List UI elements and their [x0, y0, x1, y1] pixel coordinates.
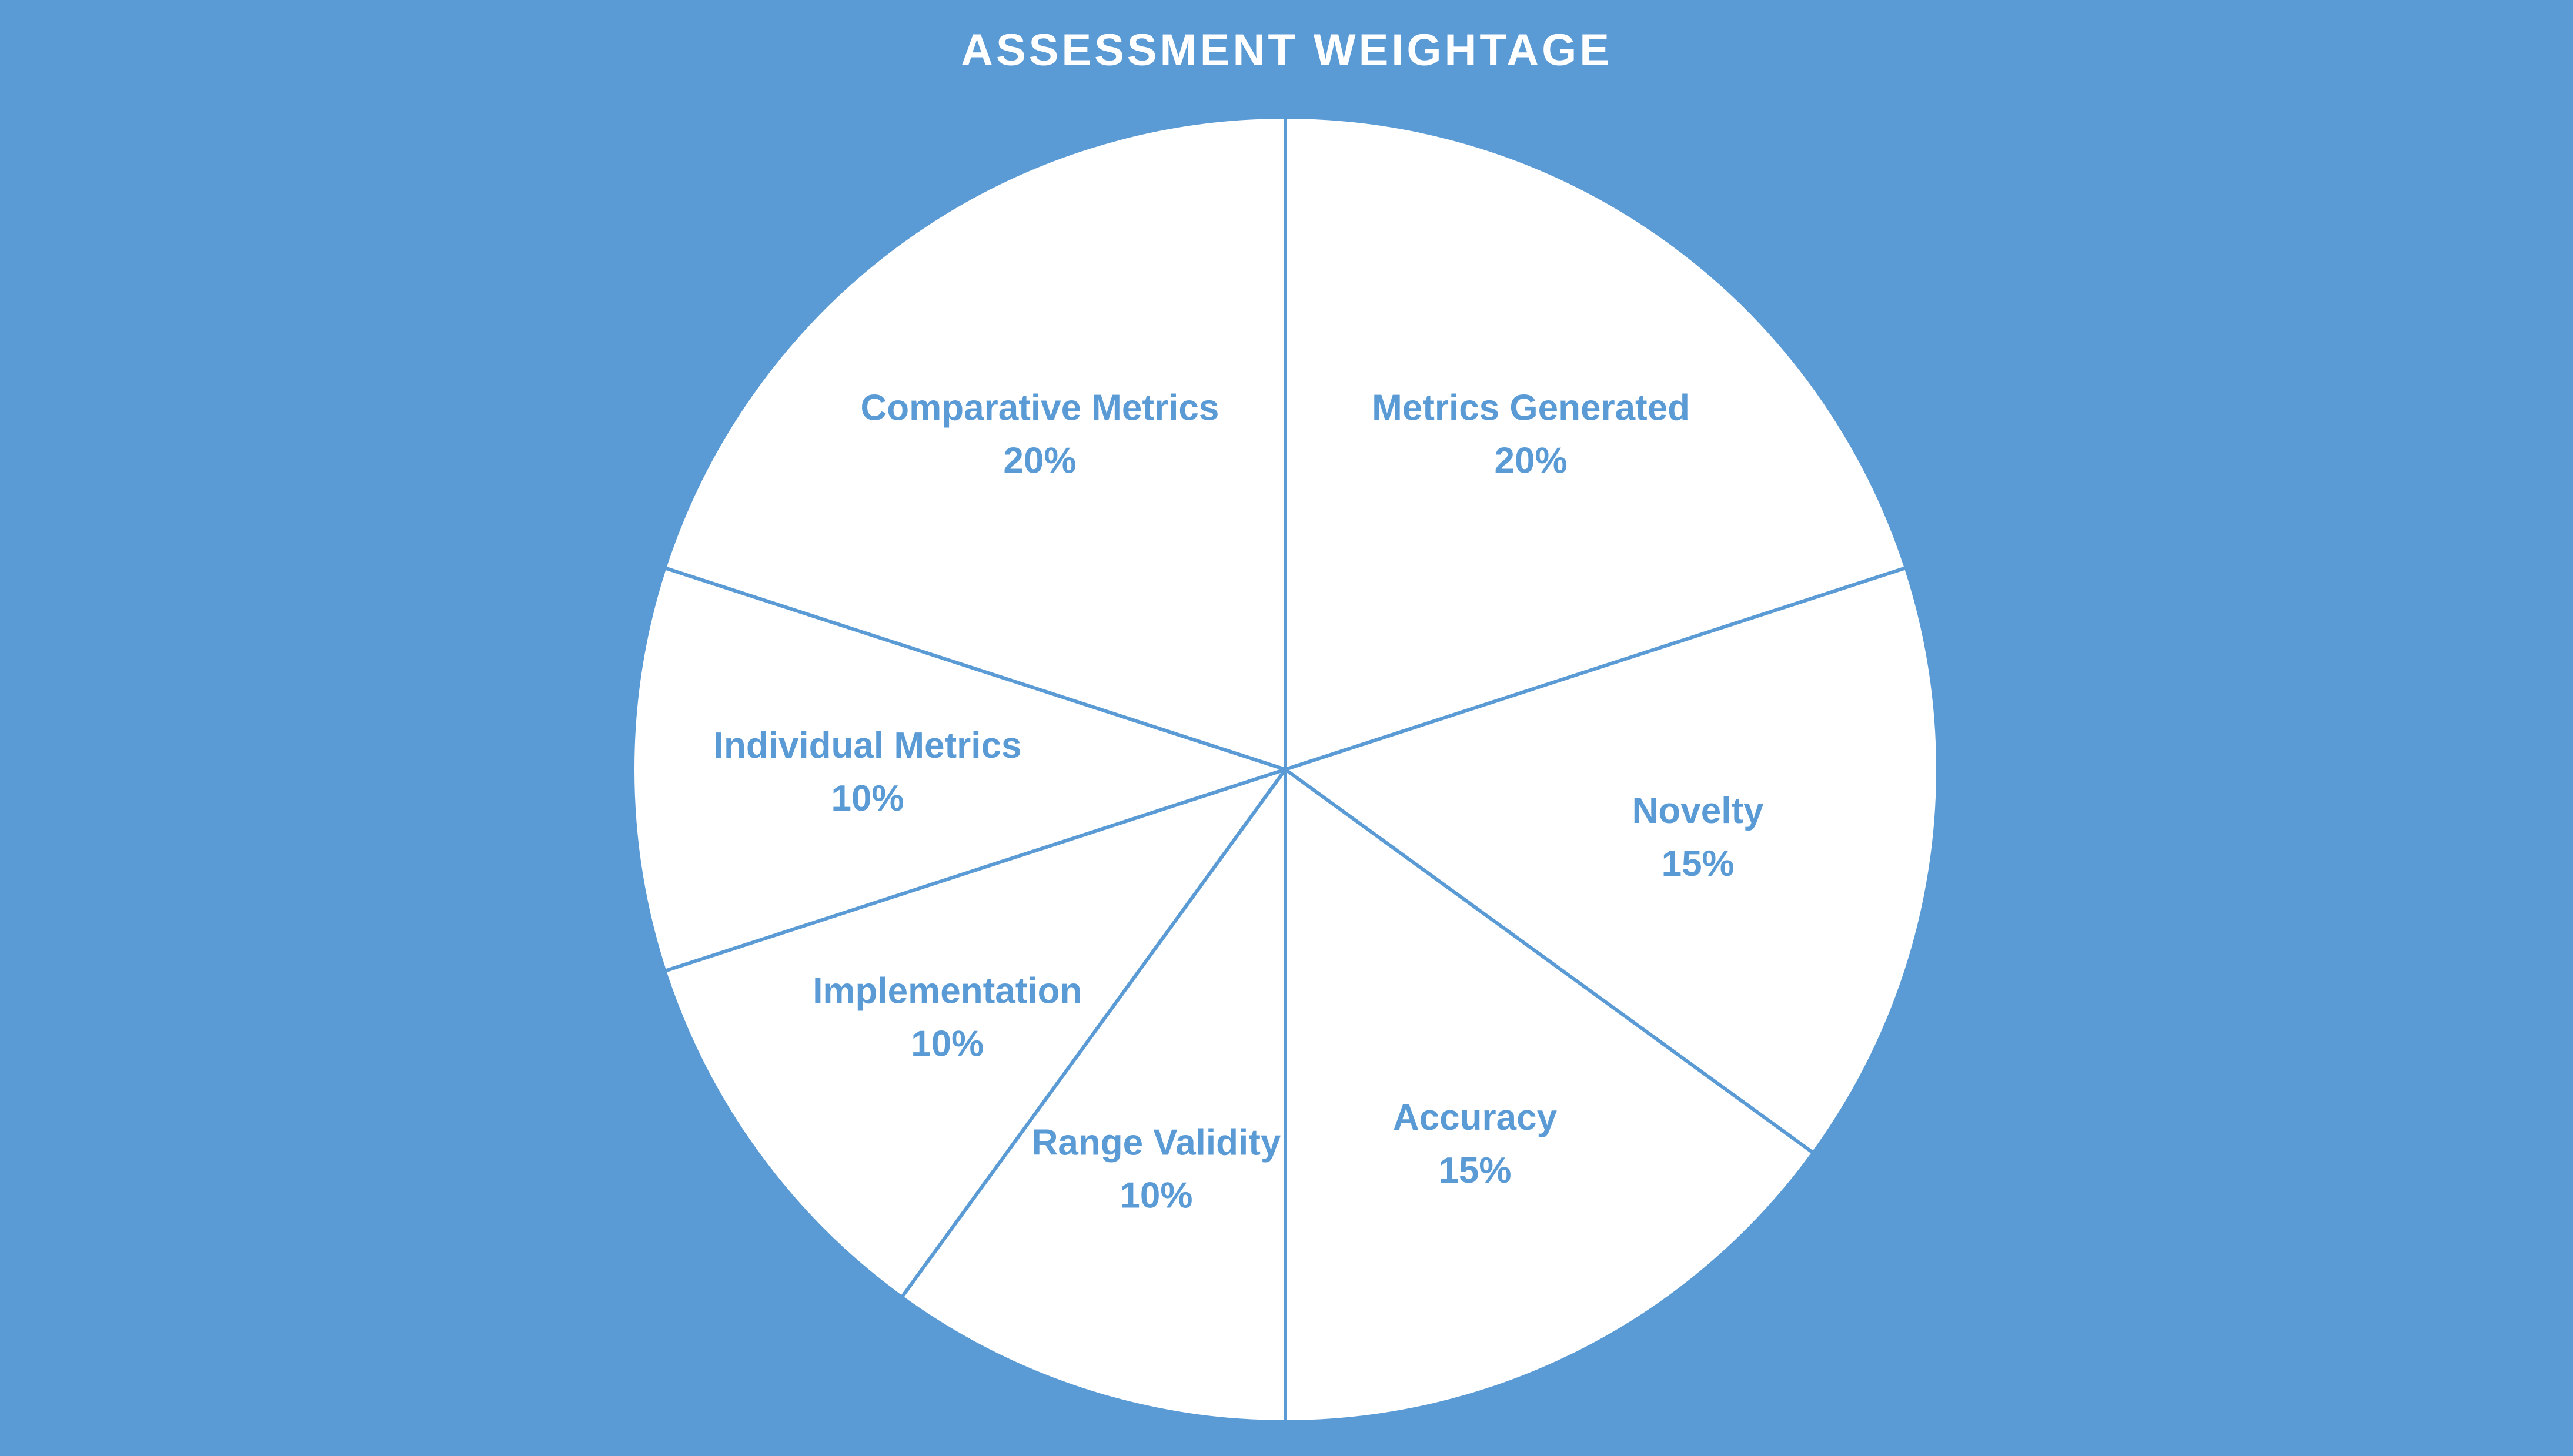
pie-slice-metrics-generated — [1284, 115, 1908, 771]
slice-value-label: 10% — [911, 1024, 984, 1065]
slice-label: Comparative Metrics — [860, 387, 1219, 428]
pie-slice-implementation — [663, 768, 1287, 1300]
slice-label: Accuracy — [1393, 1097, 1558, 1138]
slice-label: Metrics Generated — [1372, 387, 1690, 428]
slice-value-label: 20% — [1003, 440, 1076, 481]
slice-value-label: 15% — [1438, 1150, 1511, 1191]
slice-label: Novelty — [1632, 791, 1764, 831]
pie-slice-accuracy — [1284, 768, 1816, 1424]
pie-slice-range-validity — [900, 768, 1287, 1424]
slice-value-label: 10% — [831, 778, 904, 819]
chart-title: ASSESSMENT WEIGHTAGE — [961, 25, 1612, 75]
slice-label: Implementation — [813, 971, 1082, 1012]
pie-slice-individual-metrics — [631, 565, 1287, 973]
pie-slice-novelty — [1284, 565, 1940, 1155]
pie-labels: Metrics Generated 20% Novelty 15% Accuracy 15… — [714, 387, 1764, 1216]
pie-slices — [631, 115, 1940, 1424]
slice-value-label: 15% — [1662, 844, 1735, 884]
slice-value-label: 20% — [1495, 440, 1568, 481]
slice-value-label: 10% — [1120, 1176, 1192, 1216]
slice-label: Individual Metrics — [714, 725, 1022, 766]
slice-label: Range Validity — [1032, 1123, 1281, 1163]
pie-slice-comparative-metrics — [663, 115, 1287, 771]
